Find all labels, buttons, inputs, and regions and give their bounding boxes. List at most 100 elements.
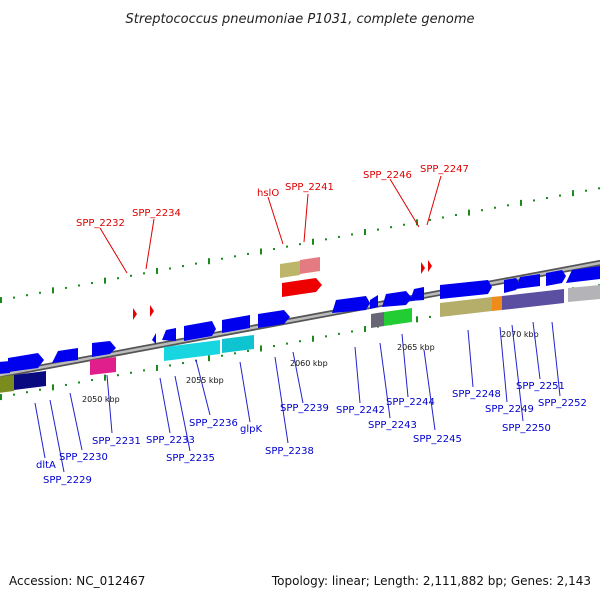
gene-label[interactable]: SPP_2236	[189, 418, 238, 429]
tick-mark	[104, 277, 106, 284]
gene-arrow	[370, 295, 378, 309]
gene-label[interactable]: SPP_2250	[502, 423, 551, 434]
genome-backbone	[0, 259, 600, 379]
tick-mark	[26, 391, 28, 394]
gene-arrow	[8, 353, 44, 372]
gene-label[interactable]: SPP_2238	[265, 446, 314, 457]
tick-label-2055: 2055 kbp	[186, 376, 224, 385]
tick-mark	[234, 352, 236, 355]
tick-labels: 2050 kbp 2055 kbp 2060 kbp 2065 kbp 2070…	[82, 330, 539, 404]
gene-track-blue	[0, 266, 600, 374]
gene-label[interactable]: SPP_2234	[132, 208, 181, 219]
tick-mark	[533, 199, 535, 202]
feature-block-tan	[280, 261, 300, 278]
tick-mark	[182, 265, 184, 268]
tick-mark	[234, 255, 236, 258]
tick-mark	[26, 294, 28, 297]
tick-mark	[364, 229, 366, 236]
tick-mark	[325, 238, 327, 241]
gene-arrow	[92, 341, 116, 357]
tick-label-2060: 2060 kbp	[290, 359, 328, 368]
gene-arrow	[184, 321, 216, 341]
tick-mark	[208, 258, 210, 265]
gene-arrow	[546, 270, 566, 286]
tick-mark	[0, 394, 2, 401]
tick-mark	[143, 369, 145, 372]
feature-block-red	[282, 280, 302, 297]
tick-mark	[260, 345, 262, 352]
tick-mark	[65, 383, 67, 386]
gene-label[interactable]: dltA	[36, 460, 56, 471]
gene-label[interactable]: SPP_2231	[92, 436, 141, 447]
gene-label[interactable]: SPP_2252	[538, 398, 587, 409]
tick-mark	[117, 277, 119, 280]
tick-mark	[377, 228, 379, 231]
gene-label[interactable]: SPP_2242	[336, 405, 385, 416]
gene-label[interactable]: SPP_2247	[420, 164, 469, 175]
gene-arrow	[52, 348, 78, 363]
gene-arrow	[440, 280, 492, 299]
tick-mark	[247, 252, 249, 255]
gene-label[interactable]: SPP_2239	[280, 403, 329, 414]
tick-mark	[572, 190, 574, 197]
tick-label-2050: 2050 kbp	[82, 395, 120, 404]
tick-mark	[221, 257, 223, 260]
feature-block-gray	[371, 312, 384, 328]
gene-arrow	[566, 266, 600, 283]
gene-label[interactable]: SPP_2229	[43, 475, 92, 486]
tick-mark	[468, 209, 470, 216]
feature-block-olive	[0, 375, 14, 393]
tick-mark	[13, 393, 15, 396]
tick-label-2070: 2070 kbp	[501, 330, 539, 339]
gene-arrow	[516, 274, 540, 289]
tick-mark	[429, 315, 431, 318]
gene-label[interactable]: SPP_2230	[59, 452, 108, 463]
gene-label[interactable]: SPP_2233	[146, 435, 195, 446]
tick-mark	[91, 379, 93, 382]
gene-label[interactable]: SPP_2244	[386, 397, 435, 408]
tick-mark	[273, 248, 275, 251]
tick-mark	[169, 267, 171, 270]
gene-label[interactable]: SPP_2232	[76, 218, 125, 229]
feature-block-green	[384, 308, 412, 326]
feature-blocks	[0, 257, 600, 393]
tick-mark	[260, 248, 262, 255]
gene-label[interactable]: SPP_2241	[285, 182, 334, 193]
tick-mark	[91, 282, 93, 285]
gene-label[interactable]: SPP_2248	[452, 389, 501, 400]
tick-mark	[455, 214, 457, 217]
gene-label[interactable]: SPP_2249	[485, 404, 534, 415]
tick-mark	[273, 345, 275, 348]
tick-mark	[13, 296, 15, 299]
tick-mark	[130, 371, 132, 374]
gene-label[interactable]: SPP_2246	[363, 170, 412, 181]
leader-lines-below	[34, 321, 561, 473]
genome-stats-text: Topology: linear; Length: 2,111,882 bp; …	[271, 574, 591, 588]
tick-mark	[390, 226, 392, 229]
tick-mark	[429, 218, 431, 221]
tick-mark	[156, 364, 158, 371]
gene-label[interactable]: SPP_2251	[516, 381, 565, 392]
gene-label[interactable]: SPP_2235	[166, 453, 215, 464]
tick-mark	[325, 335, 327, 338]
feature-block-navy	[14, 371, 46, 390]
feature-block-red	[302, 278, 322, 294]
gene-label[interactable]: SPP_2245	[413, 434, 462, 445]
tick-mark	[585, 189, 587, 192]
gene-arrow	[258, 310, 290, 328]
tick-mark	[416, 219, 418, 226]
tick-mark	[559, 194, 561, 197]
gene-label[interactable]: SPP_2243	[368, 420, 417, 431]
red-marker	[428, 260, 432, 272]
upper-tick-row	[0, 187, 600, 304]
feature-block-tan	[440, 297, 492, 317]
tick-mark	[312, 335, 314, 342]
gene-arrow	[222, 315, 250, 333]
tick-mark	[312, 238, 314, 245]
tick-mark	[52, 287, 54, 294]
gene-arrow	[162, 328, 176, 341]
gene-label[interactable]: glpK	[240, 424, 262, 435]
gene-label[interactable]: hslO	[257, 188, 279, 199]
tick-mark	[0, 297, 2, 304]
